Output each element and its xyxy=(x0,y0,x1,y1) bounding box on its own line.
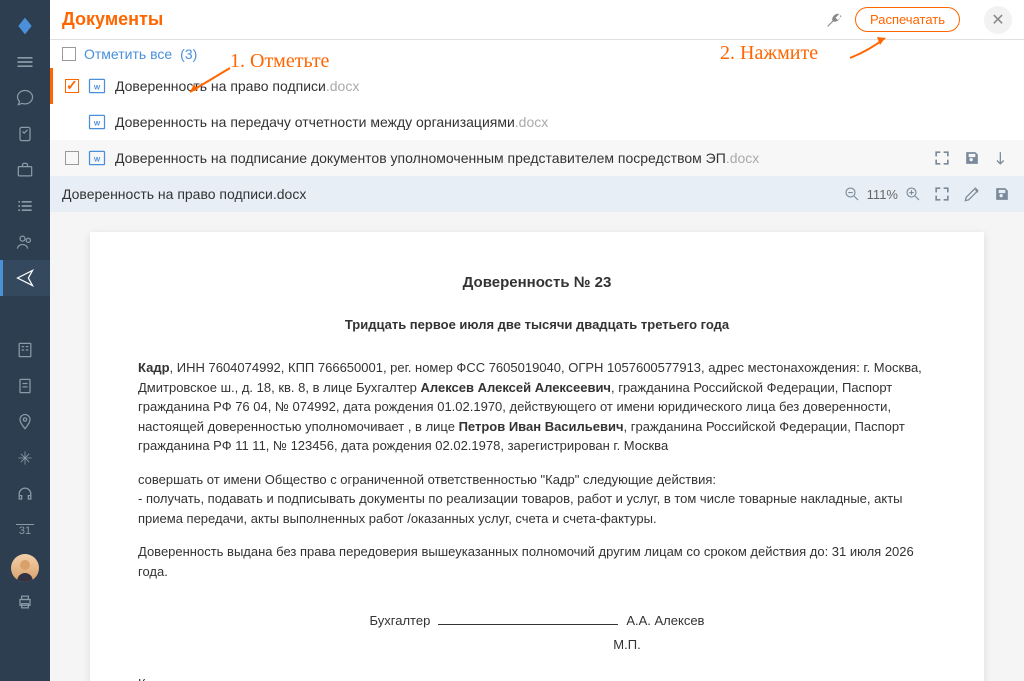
save-icon[interactable] xyxy=(962,148,982,168)
select-all-label: Отметить все xyxy=(84,46,172,62)
document-viewport[interactable]: Доверенность № 23 Тридцать первое июля д… xyxy=(50,212,1024,681)
header: Документы Распечатать ✕ xyxy=(50,0,1024,40)
sidebar: 31 xyxy=(0,0,50,681)
sidebar-item-location[interactable] xyxy=(0,404,50,440)
sidebar-item-calendar[interactable]: 31 xyxy=(0,512,50,548)
word-icon: W xyxy=(87,76,107,96)
sidebar-item-list[interactable] xyxy=(0,188,50,224)
sidebar-item-spark[interactable] xyxy=(0,440,50,476)
document-page: Доверенность № 23 Тридцать первое июля д… xyxy=(90,232,984,681)
sig-blank xyxy=(438,624,618,625)
doc-date: Тридцать первое июля две тысячи двадцать… xyxy=(138,315,936,335)
svg-text:W: W xyxy=(94,120,101,127)
viewer-bar: Доверенность на право подписи.docx 111% xyxy=(50,176,1024,212)
page-title: Документы xyxy=(62,9,825,30)
print-button[interactable]: Распечатать xyxy=(855,7,960,32)
sig-name: А.А. Алексев xyxy=(626,611,704,631)
zoom-out-icon[interactable] xyxy=(843,185,861,203)
file-row[interactable]: W Доверенность на право подписи.docx xyxy=(50,68,1024,104)
zoom-controls: 111% xyxy=(843,185,922,203)
select-all-row[interactable]: Отметить все (3) xyxy=(50,40,1024,68)
word-icon: W xyxy=(87,112,107,132)
avatar xyxy=(11,554,39,582)
settings-icon[interactable] xyxy=(825,11,843,29)
sidebar-item-people[interactable] xyxy=(0,224,50,260)
file-list: W Доверенность на право подписи.docx W Д… xyxy=(50,68,1024,176)
sidebar-item-print[interactable] xyxy=(0,584,50,620)
doc-title: Доверенность № 23 xyxy=(138,272,936,295)
dropdown-icon[interactable] xyxy=(992,148,1012,168)
fullscreen-icon[interactable] xyxy=(932,148,952,168)
doc-footer: Кадр xyxy=(138,674,936,681)
file-checkbox[interactable] xyxy=(65,79,79,93)
file-row[interactable]: W Доверенность на передачу отчетности ме… xyxy=(50,104,1024,140)
mp-label: М.П. xyxy=(318,635,936,655)
file-checkbox[interactable] xyxy=(65,151,79,165)
svg-text:W: W xyxy=(94,84,101,91)
sidebar-item-headset[interactable] xyxy=(0,476,50,512)
sidebar-item-doc[interactable] xyxy=(0,368,50,404)
sig-role: Бухгалтер xyxy=(370,611,431,631)
file-row[interactable]: W Доверенность на подписание документов … xyxy=(50,140,1024,176)
sidebar-item-chat[interactable] xyxy=(0,80,50,116)
doc-body: Кадр, ИНН 7604074992, КПП 766650001, рег… xyxy=(138,358,936,581)
sidebar-item-briefcase[interactable] xyxy=(0,152,50,188)
signature-line: Бухгалтер А.А. Алексев xyxy=(138,611,936,631)
sidebar-item-menu[interactable] xyxy=(0,44,50,80)
close-button[interactable]: ✕ xyxy=(984,6,1012,34)
main-area: Документы Распечатать ✕ Отметить все (3)… xyxy=(50,0,1024,681)
save-icon[interactable] xyxy=(992,184,1012,204)
zoom-in-icon[interactable] xyxy=(904,185,922,203)
sidebar-item-send[interactable] xyxy=(0,260,50,296)
edit-icon[interactable] xyxy=(962,184,982,204)
fullscreen-icon[interactable] xyxy=(932,184,952,204)
zoom-value: 111% xyxy=(867,187,898,202)
sidebar-item-logo[interactable] xyxy=(0,8,50,44)
select-all-checkbox[interactable] xyxy=(62,47,76,61)
sidebar-item-clipboard[interactable] xyxy=(0,116,50,152)
file-name: Доверенность на право подписи.docx xyxy=(115,78,359,94)
viewer-title: Доверенность на право подписи.docx xyxy=(62,186,833,202)
svg-text:W: W xyxy=(94,156,101,163)
sidebar-item-calc[interactable] xyxy=(0,332,50,368)
word-icon: W xyxy=(87,148,107,168)
sidebar-item-avatar[interactable] xyxy=(0,548,50,584)
select-all-count: (3) xyxy=(180,46,197,62)
file-name: Доверенность на передачу отчетности межд… xyxy=(115,114,548,130)
file-name: Доверенность на подписание документов уп… xyxy=(115,150,759,166)
